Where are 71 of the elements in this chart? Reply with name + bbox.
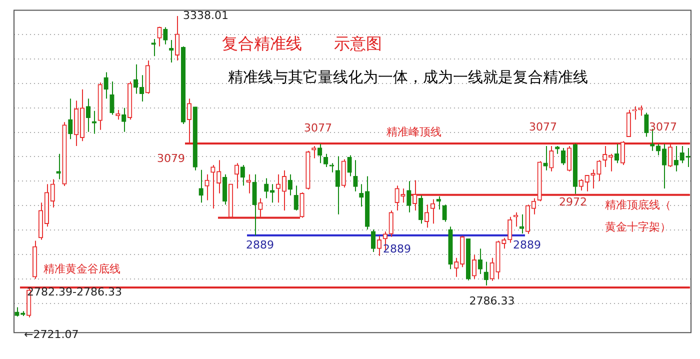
candlestick xyxy=(110,81,114,116)
annotation: 2889 xyxy=(383,242,411,256)
candlestick xyxy=(198,169,204,204)
candlestick xyxy=(454,257,459,278)
text: 精准线与其它量线化为一体，成为一线就是复合精准线 xyxy=(228,68,588,86)
candlestick xyxy=(560,147,566,166)
candlestick xyxy=(644,112,649,138)
candlestick xyxy=(430,198,435,224)
candlestick xyxy=(484,261,488,286)
candlestick xyxy=(86,98,91,132)
candlestick xyxy=(584,174,590,192)
candlestick xyxy=(680,146,684,164)
annotation: 3077 xyxy=(529,120,557,134)
candlestick xyxy=(359,184,364,208)
annotation: 2786.33 xyxy=(469,294,515,308)
candlestick xyxy=(288,174,292,196)
candlestick xyxy=(406,180,412,213)
candlestick xyxy=(388,210,394,238)
candlestick xyxy=(353,160,358,192)
annotation: 2889 xyxy=(246,238,274,252)
annotation: 2889 xyxy=(513,238,541,252)
candlestick xyxy=(68,98,73,140)
candlestick xyxy=(240,164,245,186)
candlestick xyxy=(252,174,257,236)
candlestick xyxy=(122,107,126,132)
annotation: 2972 xyxy=(559,196,587,209)
ref-line-label: 精准峰顶线 xyxy=(386,125,442,138)
candlestick xyxy=(543,146,548,171)
candlestick xyxy=(674,146,678,172)
candlestick xyxy=(442,204,447,222)
candlestick xyxy=(300,192,304,218)
text: 复合精准线 示意图 xyxy=(222,34,382,54)
candlestick xyxy=(472,254,477,280)
candlestick xyxy=(323,153,328,168)
candlestick xyxy=(614,144,620,164)
candlestick xyxy=(234,162,240,189)
candlestick xyxy=(370,229,376,252)
candlestick xyxy=(216,160,222,194)
candlestick xyxy=(335,156,340,215)
candlestick xyxy=(478,248,483,274)
annotation: 3079 xyxy=(157,152,185,165)
annotation: 3338.01 xyxy=(183,8,228,22)
candlestick xyxy=(174,16,180,62)
ref-line-label: 精准黄金谷底线 xyxy=(44,262,120,276)
candlestick xyxy=(424,204,430,228)
candlestick xyxy=(329,162,334,173)
candlestick xyxy=(626,109,631,138)
candlestick xyxy=(210,164,216,210)
candlestick xyxy=(294,185,298,211)
candlestick xyxy=(222,174,228,206)
candlestick xyxy=(394,185,400,211)
candlestick xyxy=(14,306,20,317)
candlestick xyxy=(596,160,602,182)
candlestick xyxy=(204,174,210,201)
candlestick xyxy=(341,158,346,188)
candlestick xyxy=(318,144,322,164)
candlestick xyxy=(502,237,506,250)
candlestick xyxy=(376,235,382,256)
candlestick xyxy=(163,26,168,45)
ref-line-label: 精准顶底线（黄金十字架） xyxy=(605,198,671,234)
candlestick xyxy=(157,26,162,47)
candlestick xyxy=(104,72,108,100)
candlestick xyxy=(347,154,352,177)
candlestick xyxy=(418,194,424,224)
candlestick xyxy=(519,214,524,234)
candlestick xyxy=(490,257,494,282)
candlestick xyxy=(508,216,512,244)
annotation: 3077 xyxy=(304,121,332,134)
annotation: 3077 xyxy=(649,120,677,134)
candlestick xyxy=(50,178,55,208)
candlestick xyxy=(578,178,584,191)
